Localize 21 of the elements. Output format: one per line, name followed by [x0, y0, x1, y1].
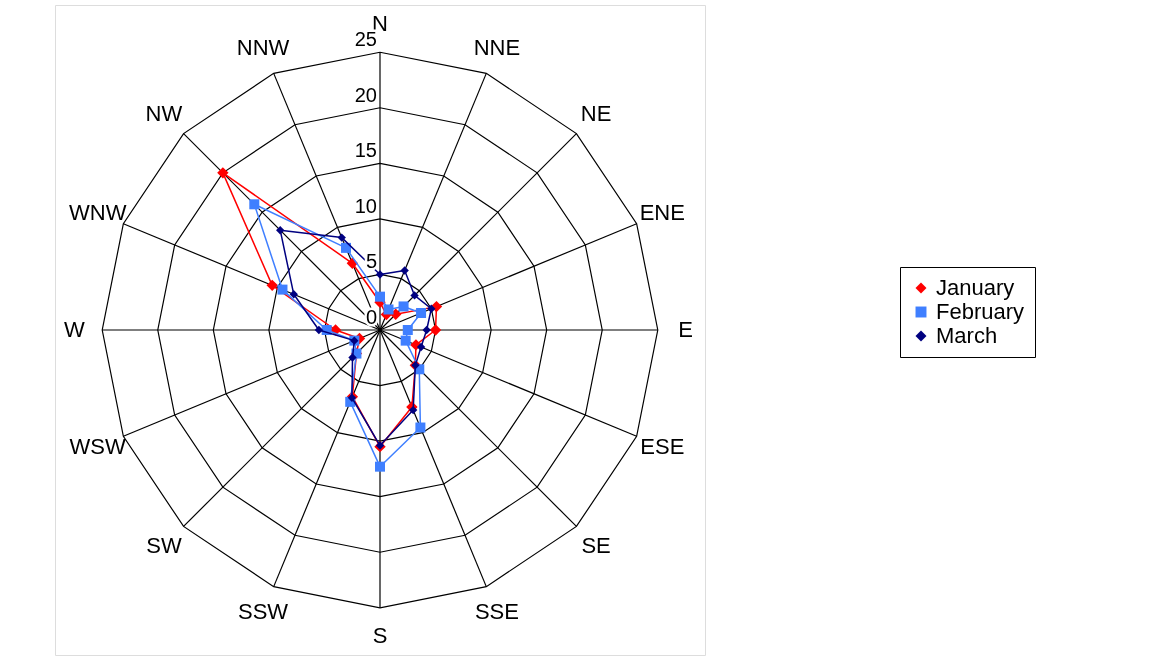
spoke-label: ESE — [640, 433, 685, 459]
spoke-label: WSW — [69, 433, 127, 459]
y-tick-label: 20 — [354, 83, 377, 106]
spoke-label: S — [372, 622, 388, 648]
legend-label: January — [936, 275, 1015, 300]
spoke-label: W — [64, 317, 86, 342]
spoke-label: SE — [581, 533, 611, 559]
spoke-label: SSE — [474, 599, 519, 625]
spoke-label: WNW — [68, 200, 127, 226]
legend-label: March — [936, 323, 998, 348]
spoke-label: SW — [146, 533, 182, 559]
legend-label: February — [936, 299, 1025, 324]
y-tick-label: 15 — [354, 139, 377, 162]
spoke-label: NNW — [236, 34, 290, 60]
spoke-label: ENE — [639, 200, 685, 226]
spoke-label: SSW — [238, 599, 289, 625]
spoke-label: NE — [580, 100, 612, 126]
spoke-label: NNE — [473, 34, 521, 60]
spoke-label: NW — [145, 100, 183, 126]
y-tick-label: 10 — [354, 194, 377, 217]
spoke-label: E — [678, 317, 693, 342]
